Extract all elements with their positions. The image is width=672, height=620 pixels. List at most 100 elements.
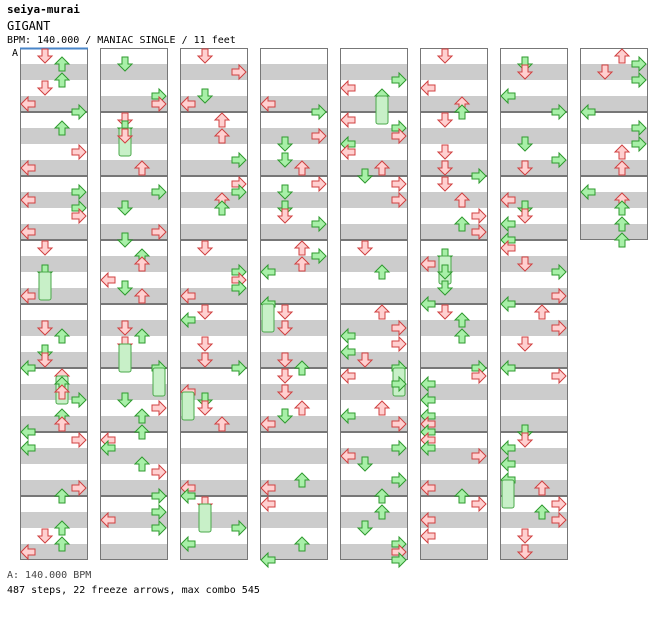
measure-band: [180, 256, 248, 272]
measure-band: [180, 480, 248, 496]
step-arrow: [213, 416, 231, 432]
measure-band: [180, 272, 248, 288]
step-arrow: [373, 304, 391, 320]
measure-band: [500, 208, 568, 224]
measure-band: [420, 256, 488, 272]
step-arrow: [53, 520, 71, 536]
measure-band: [180, 368, 248, 384]
step-arrow: [500, 191, 516, 209]
measure-frame: [340, 240, 408, 304]
measure-frame: [180, 176, 248, 240]
step-arrow: [293, 472, 311, 488]
step-arrow: [391, 127, 407, 145]
measure-band: [100, 352, 168, 368]
measure-band: [20, 160, 88, 176]
measure-band: [420, 496, 488, 512]
song-title: GIGANT: [7, 19, 51, 33]
measure-band: [20, 496, 88, 512]
measure-band: [420, 144, 488, 160]
measure-frame: [260, 48, 328, 112]
measure-band: [420, 352, 488, 368]
step-arrow: [356, 520, 374, 536]
step-arrow: [356, 352, 374, 368]
measure-band: [100, 464, 168, 480]
measure-frame: [580, 48, 648, 112]
step-arrow: [453, 312, 471, 328]
measure-band: [500, 64, 568, 80]
measure-band: [180, 496, 248, 512]
step-arrow: [533, 480, 551, 496]
step-arrow: [196, 400, 214, 416]
step-arrow: [276, 136, 294, 152]
step-arrow: [340, 447, 356, 465]
measure-band: [100, 48, 168, 64]
measure-band: [20, 336, 88, 352]
step-arrow: [133, 288, 151, 304]
step-arrow: [516, 208, 534, 224]
measure-band: [100, 320, 168, 336]
step-arrow: [260, 551, 276, 569]
measure-frame: [260, 304, 328, 368]
step-arrow: [100, 439, 116, 457]
step-arrow: [420, 527, 436, 545]
step-arrow: [213, 112, 231, 128]
measure-band: [500, 336, 568, 352]
measure-band: [420, 368, 488, 384]
step-arrow: [471, 447, 487, 465]
measure-band: [500, 160, 568, 176]
measure-band: [20, 448, 88, 464]
step-arrow: [391, 335, 407, 353]
step-arrow: [373, 160, 391, 176]
step-arrow: [293, 360, 311, 376]
freeze-arrow: [152, 367, 166, 397]
measure-band: [580, 80, 648, 96]
step-arrow: [36, 240, 54, 256]
step-arrow: [551, 495, 567, 513]
measure-band: [340, 432, 408, 448]
step-arrow: [20, 95, 36, 113]
step-arrow: [231, 183, 247, 201]
measure-band: [340, 256, 408, 272]
measure-band: [340, 128, 408, 144]
measure-band: [500, 416, 568, 432]
measure-band: [260, 432, 328, 448]
step-arrow: [340, 327, 356, 345]
step-arrow: [631, 119, 647, 137]
measure-frame: [100, 176, 168, 240]
measure-band: [260, 384, 328, 400]
measure-frame: [580, 176, 648, 240]
measure-band: [100, 96, 168, 112]
measure-band: [100, 176, 168, 192]
step-arrow: [151, 399, 167, 417]
measure-band: [340, 400, 408, 416]
step-arrow: [53, 328, 71, 344]
measure-band: [500, 144, 568, 160]
measure-band: [20, 288, 88, 304]
measure-band: [500, 96, 568, 112]
measure-band: [340, 48, 408, 64]
measure-band: [500, 496, 568, 512]
measure-band: [420, 48, 488, 64]
measure-band: [100, 336, 168, 352]
measure-band: [100, 208, 168, 224]
measure-frame: [340, 48, 408, 112]
measure-band: [180, 432, 248, 448]
step-arrow: [133, 328, 151, 344]
measure-band: [500, 448, 568, 464]
measure-band: [420, 336, 488, 352]
step-arrow: [53, 384, 71, 400]
step-arrow: [436, 304, 454, 320]
measure-band: [580, 112, 648, 128]
step-arrow: [260, 495, 276, 513]
step-arrow: [356, 168, 374, 184]
measure-band: [260, 192, 328, 208]
measure-band: [500, 224, 568, 240]
measure-band: [100, 496, 168, 512]
step-arrow: [631, 135, 647, 153]
measure-band: [340, 304, 408, 320]
step-arrow: [151, 503, 167, 521]
measure-band: [100, 512, 168, 528]
measure-band: [20, 144, 88, 160]
measure-band: [340, 384, 408, 400]
measure-band: [20, 128, 88, 144]
